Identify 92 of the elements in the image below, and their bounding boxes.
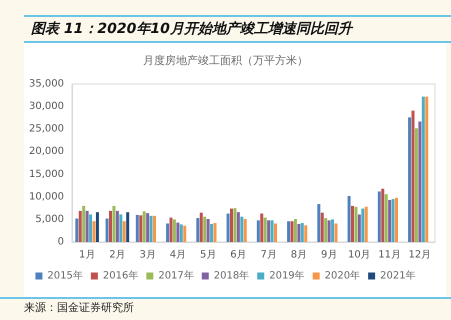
- legend-label: 2018年: [214, 270, 250, 282]
- legend-label: 2020年: [324, 270, 360, 282]
- legend-label: 2021年: [380, 270, 416, 282]
- bar: [317, 204, 320, 242]
- bar: [348, 196, 351, 242]
- bar: [176, 222, 180, 242]
- x-tick-label: 4月: [170, 250, 186, 260]
- bar: [82, 206, 86, 242]
- chart-subtitle: 月度房地产竣工面积（万平方米）: [143, 54, 308, 67]
- bar: [388, 200, 392, 242]
- bar: [106, 218, 109, 242]
- bar: [230, 208, 233, 242]
- chart-title: 图表 11：2020年10月开始地产竣工增速同比回升: [31, 20, 354, 37]
- bar: [170, 218, 172, 242]
- bar: [328, 220, 331, 242]
- bar: [196, 218, 200, 242]
- bar: [264, 218, 267, 242]
- bar: [414, 128, 418, 242]
- x-tick-label: 5月: [200, 250, 216, 260]
- bar: [206, 218, 210, 242]
- bar: [210, 224, 214, 242]
- bar: [126, 212, 130, 242]
- bar: [119, 214, 122, 242]
- bar: [418, 121, 422, 242]
- bar: [300, 223, 304, 242]
- bar: [172, 219, 176, 242]
- x-tick-label: 11月: [378, 250, 401, 260]
- bar: [358, 214, 361, 242]
- bar: [287, 221, 290, 242]
- bar: [142, 211, 146, 242]
- x-tick-label: 2月: [109, 250, 126, 260]
- bar: [233, 208, 236, 242]
- bar: [294, 218, 297, 242]
- bar: [297, 224, 300, 242]
- x-tick-label: 1月: [78, 250, 96, 260]
- bar: [112, 206, 116, 242]
- bar: [75, 218, 78, 242]
- bar: [146, 213, 150, 242]
- bar: [153, 216, 156, 242]
- bar: [361, 208, 364, 242]
- y-tick-label: 25,000: [29, 124, 64, 135]
- y-tick-label: 30,000: [29, 101, 64, 112]
- bar: [150, 216, 153, 242]
- bar: [324, 218, 328, 242]
- bar: [96, 212, 99, 242]
- source-note: 来源：国金证券研究所: [24, 301, 134, 314]
- bar: [92, 221, 96, 242]
- bar: [86, 210, 89, 242]
- legend-label: 2019年: [269, 270, 305, 282]
- bar: [166, 223, 170, 242]
- bar: [109, 210, 112, 242]
- y-tick-label: 5,000: [35, 214, 64, 225]
- x-tick-label: 9月: [320, 250, 338, 260]
- bar: [378, 191, 381, 242]
- bar: [412, 110, 414, 242]
- bar: [290, 221, 294, 242]
- bar: [214, 223, 216, 242]
- y-tick-label: 15,000: [29, 168, 64, 180]
- bar: [236, 212, 240, 242]
- bar: [395, 198, 398, 242]
- bar: [331, 219, 334, 242]
- bar: [226, 214, 230, 242]
- bar: [240, 216, 244, 242]
- bar: [392, 199, 395, 242]
- bar: [180, 224, 183, 242]
- x-tick-label: 8月: [290, 250, 308, 260]
- bar: [408, 117, 412, 242]
- bar: [274, 223, 277, 242]
- legend-label: 2017年: [158, 270, 194, 282]
- bar: [203, 216, 206, 242]
- x-tick-label: 10月: [348, 250, 371, 260]
- bar: [351, 206, 354, 242]
- bar: [354, 206, 358, 242]
- bar: [89, 214, 92, 242]
- bar: [116, 210, 119, 242]
- y-tick-label: 35,000: [29, 78, 64, 90]
- bar: [256, 220, 260, 242]
- x-tick-label: 3月: [139, 250, 156, 260]
- y-tick-label: 10,000: [29, 191, 64, 202]
- bar: [136, 214, 139, 242]
- bar: [422, 96, 425, 242]
- bar: [267, 220, 270, 242]
- y-tick-label: 0: [58, 236, 64, 248]
- legend-label: 2015年: [47, 270, 83, 282]
- x-tick-label: 12月: [408, 250, 432, 260]
- bar: [384, 194, 388, 242]
- legend-label: 2016年: [102, 270, 138, 282]
- x-tick-label: 7月: [260, 250, 277, 260]
- bar: [270, 220, 274, 242]
- y-tick-label: 20,000: [29, 146, 64, 158]
- x-tick-label: 6月: [230, 250, 247, 260]
- bar: [334, 223, 338, 242]
